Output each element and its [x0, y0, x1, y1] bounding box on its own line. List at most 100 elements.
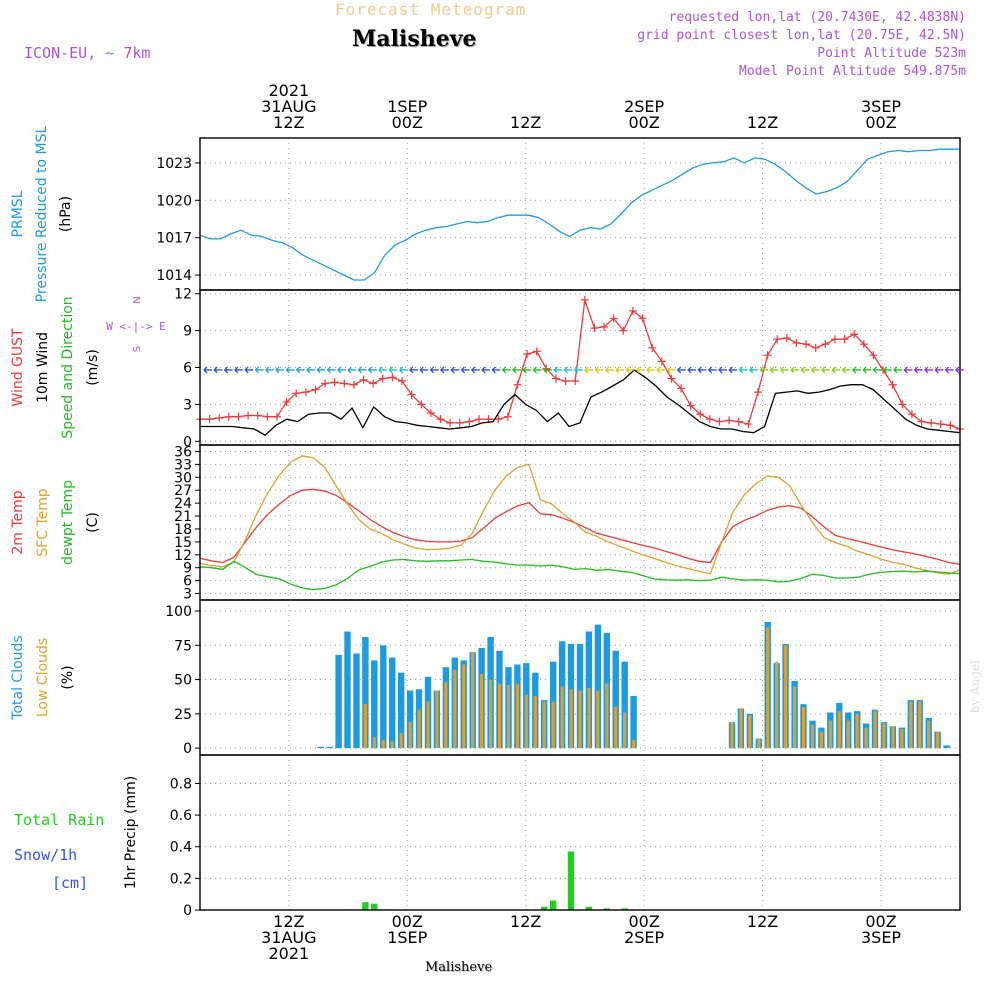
- bar-low: [453, 670, 457, 749]
- precip-side-label: Total Rain: [14, 811, 104, 829]
- wind-direction-arrow: [625, 366, 635, 374]
- bar-low: [730, 722, 734, 749]
- ytick-label: 1014: [156, 268, 192, 284]
- series-line-2m: [199, 488, 961, 565]
- bar-low: [882, 723, 886, 749]
- wind-direction-arrow: [522, 366, 532, 374]
- ytick-label: 0: [183, 741, 192, 757]
- bar-low: [578, 690, 582, 749]
- bar-total: [943, 745, 950, 749]
- wind-direction-arrow: [512, 366, 521, 374]
- wind-direction-arrow: [676, 366, 686, 374]
- ylabel-clouds: Low Clouds: [35, 638, 51, 717]
- wind-direction-arrow: [213, 366, 223, 374]
- ytick-label: 0.8: [170, 776, 192, 792]
- ylabel-wind: Speed and Direction: [60, 296, 76, 438]
- wind-direction-arrow: [821, 366, 830, 374]
- top-time-label: 12Z: [273, 113, 304, 132]
- ytick-label: 25: [174, 707, 192, 723]
- ytick-label: 21: [174, 509, 192, 525]
- wind-direction-arrow: [573, 366, 583, 374]
- gust-marker: [349, 380, 358, 389]
- wind-direction-arrow: [347, 366, 357, 374]
- panel-frame: [199, 444, 961, 601]
- wind-direction-arrow: [604, 366, 614, 374]
- bar-low: [596, 690, 600, 749]
- wind-direction-arrow: [779, 366, 789, 374]
- ytick-label: 18: [174, 522, 192, 538]
- wind-direction-arrow: [203, 366, 212, 374]
- series-line-dew: [199, 558, 961, 591]
- grid-coords: grid point closest lon,lat (20.75E, 42.5…: [637, 28, 966, 43]
- bar-low: [846, 720, 850, 749]
- bar-total: [335, 654, 342, 749]
- gust-marker: [686, 401, 695, 410]
- gust-marker: [263, 412, 272, 421]
- gust-marker: [446, 418, 455, 427]
- wind-direction-arrow: [656, 366, 666, 374]
- gust-marker: [936, 420, 945, 429]
- gust-marker: [359, 375, 368, 384]
- series-line-sfc: [199, 455, 961, 575]
- ytick-label: 12: [174, 548, 192, 564]
- wind-direction-arrow: [841, 366, 851, 374]
- bar-low: [873, 711, 877, 749]
- model-label: ICON-EU, ~ 7km: [24, 44, 151, 62]
- ylabel-clouds: Total Clouds: [10, 635, 26, 720]
- requested-coords: requested lon,lat (20.7430E, 42.4838N): [668, 10, 966, 25]
- bar-low: [551, 701, 555, 749]
- ylabel-pressure: PRMSL: [10, 190, 26, 237]
- bar-total: [317, 746, 324, 749]
- gust-marker: [927, 418, 936, 427]
- bar-low: [435, 690, 439, 749]
- gust-marker: [282, 397, 291, 406]
- gust-marker: [513, 380, 522, 389]
- top-time-label: 00Z: [392, 113, 423, 132]
- gust-marker: [234, 412, 243, 421]
- ytick-label: 0.4: [170, 840, 192, 856]
- bar-low: [775, 661, 779, 749]
- bar-rain: [371, 903, 378, 910]
- bar-low: [784, 645, 788, 749]
- gust-marker: [802, 340, 811, 349]
- wind-direction-arrow: [378, 366, 388, 374]
- bar-low: [900, 728, 904, 749]
- gust-marker: [609, 314, 618, 323]
- bar-low: [462, 664, 466, 749]
- bottom-time-label: 1SEP: [387, 928, 427, 947]
- wind-direction-arrow: [316, 366, 326, 374]
- wind-direction-arrow: [944, 366, 954, 374]
- gust-marker: [657, 357, 666, 366]
- ylabel-pressure: (hPa): [58, 196, 74, 232]
- bottom-time-label: 3SEP: [861, 928, 901, 947]
- wind-direction-arrow: [419, 366, 429, 374]
- ylabel-pressure: Pressure Reduced to MSL: [34, 125, 50, 302]
- top-time-label: 12Z: [747, 113, 778, 132]
- wind-direction-arrow: [501, 366, 511, 374]
- gust-marker: [417, 400, 426, 409]
- wind-direction-arrow: [635, 366, 645, 374]
- wind-direction-arrow: [439, 366, 449, 374]
- bar-low: [614, 707, 618, 749]
- ytick-label: 6: [183, 574, 192, 590]
- chart-title: Forecast Meteogram: [335, 0, 527, 19]
- bar-low: [426, 701, 430, 749]
- wind-direction-arrow: [810, 366, 820, 374]
- wind-direction-arrow: [542, 366, 552, 374]
- panel-frame: [199, 137, 961, 291]
- bar-low: [793, 686, 797, 749]
- bar-total: [353, 653, 360, 749]
- bottom-time-label: 12Z: [510, 912, 541, 931]
- bar-rain: [621, 908, 628, 910]
- bar-rain: [603, 908, 610, 910]
- gust-marker: [619, 326, 628, 335]
- gust-marker: [638, 314, 647, 323]
- bar-total: [389, 657, 396, 749]
- gust-marker: [840, 335, 849, 344]
- gust-marker: [311, 385, 320, 394]
- ylabel-clouds: (%): [60, 665, 76, 689]
- ytick-label: 0.2: [170, 871, 192, 887]
- ytick-label: 30: [174, 470, 192, 486]
- gust-marker: [917, 417, 926, 426]
